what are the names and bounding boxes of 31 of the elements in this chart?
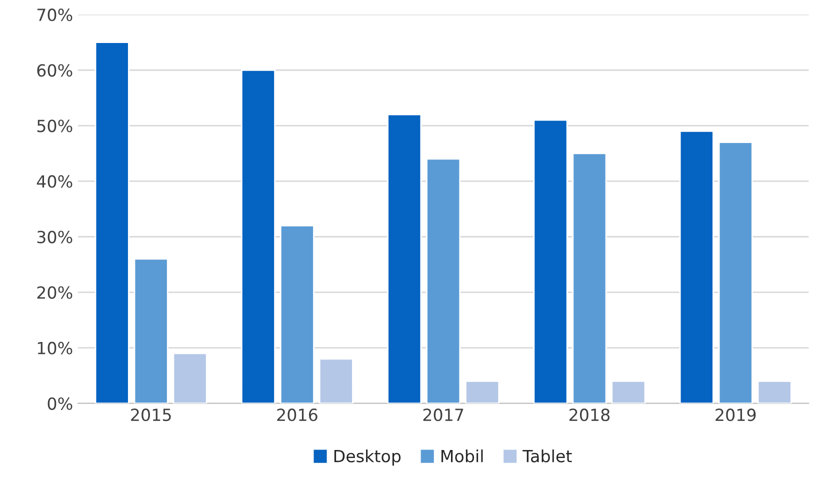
y-tick-label: 10% (38, 342, 72, 354)
bar (718, 142, 753, 404)
bar (533, 119, 568, 404)
legend-label: Tablet (522, 449, 572, 462)
x-tick-label: 2019 (716, 408, 756, 422)
x-tick-label: 2015 (131, 408, 171, 422)
bar (572, 152, 607, 404)
y-tick-label: 70% (37, 8, 72, 22)
bar (318, 358, 354, 404)
bar (280, 224, 314, 404)
y-tick-label: 60% (37, 64, 72, 77)
bar (387, 114, 422, 404)
y-tick-label: 40% (36, 175, 72, 188)
bar (134, 258, 168, 404)
bar (465, 380, 500, 404)
y-tick-label: 20% (37, 286, 72, 299)
bar (94, 42, 130, 404)
bar (757, 380, 792, 404)
legend-label: Mobil (441, 449, 483, 462)
y-tick-label: 30% (37, 230, 72, 244)
bar (172, 352, 208, 404)
legend-label: Desktop (334, 449, 401, 466)
bar (240, 69, 276, 404)
x-tick-label: 2017 (423, 408, 464, 422)
bar (426, 158, 461, 404)
x-tick-label: 2016 (277, 408, 318, 422)
bar (611, 380, 646, 404)
y-tick-label: 50% (37, 120, 72, 132)
bar (679, 130, 714, 404)
x-tick-label: 2018 (569, 408, 610, 422)
y-tick-label: 0% (48, 397, 72, 410)
